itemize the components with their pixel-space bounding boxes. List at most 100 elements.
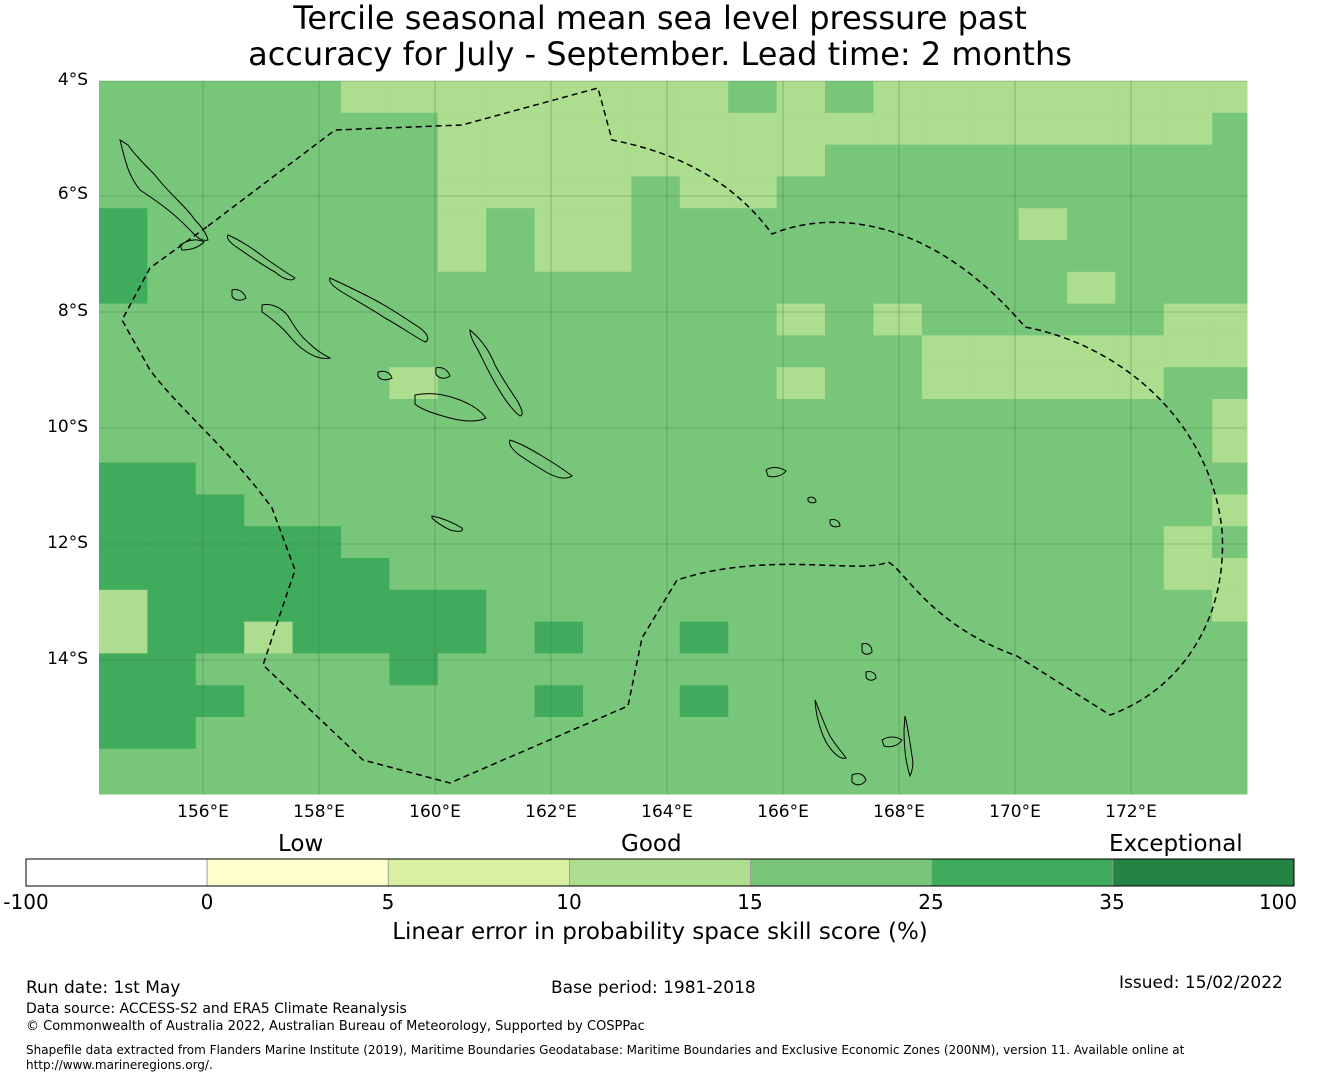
skill-cell [873,748,923,782]
skill-cell [873,558,923,591]
skill-cell [1163,653,1213,686]
skill-cell [244,430,294,464]
skill-cell [534,367,584,400]
skill-cell [147,81,197,114]
skill-cell [147,303,197,336]
skill-cell [921,208,971,241]
skill-cell [921,430,971,464]
colorbar-segment [569,858,751,887]
skill-cell [1163,462,1213,495]
skill-cell [1115,526,1165,559]
skill-cell [728,399,778,432]
skill-cell [147,526,197,559]
skill-cell [147,144,197,177]
lon-label-170e: 170°E [989,802,1041,822]
skill-cell [244,81,294,114]
skill-cell [583,526,632,559]
skill-cell [825,526,874,559]
skill-cell [873,208,923,241]
skill-cell [921,526,971,559]
skill-cell [244,462,294,495]
skill-cell [728,462,778,495]
skill-cell [99,685,148,718]
skill-cell [1018,653,1068,686]
skill-cell [1067,208,1116,241]
skill-cell [921,112,971,146]
skill-cell [1018,240,1068,273]
skill-cell [970,780,1020,795]
skill-cell [99,462,148,495]
skill-cell [292,208,342,241]
skill-cell [437,589,487,623]
skill-cell [776,335,826,368]
skill-cell [99,81,148,114]
skill-cell [1163,208,1213,241]
skill-cell [341,430,390,464]
skill-cell [437,462,487,495]
skill-cell [1163,271,1213,305]
skill-cell [679,526,729,559]
skill-cell [776,303,826,336]
colorbar-tick-25: 25 [918,890,944,914]
skill-cell [195,780,245,795]
island-new-georgia [261,304,332,359]
skill-cell [147,653,197,686]
skill-cell [244,367,294,400]
skill-cell [776,494,826,527]
skill-cell [1115,717,1165,750]
skill-cell [1115,399,1165,432]
colorbar-tick-10: 10 [556,890,582,914]
skill-cell [1018,526,1068,559]
skill-cell [921,335,971,368]
island-small-4 [861,643,873,655]
skill-cell [437,367,487,400]
skill-cell [776,240,826,273]
skill-cell [99,494,148,527]
skill-cell [1212,494,1248,527]
skill-cell [728,81,778,114]
island-choiseul [227,234,296,281]
skill-cell [728,240,778,273]
skill-cell [147,399,197,432]
skill-cell [583,462,632,495]
skill-cell [1067,685,1116,718]
skill-cell [728,303,778,336]
skill-cell [631,240,681,273]
skill-cell [921,780,971,795]
skill-cell [1212,717,1248,750]
island-malaita [469,328,523,417]
skill-cell [1067,367,1116,400]
skill-cell [1067,399,1116,432]
skill-cell [99,399,148,432]
skill-cell [341,335,390,368]
skill-cell [776,621,826,654]
skill-cell [1163,717,1213,750]
skill-cell [486,271,536,305]
skill-cell [631,717,681,750]
skill-cell [921,653,971,686]
lat-label-4s: 4°S [57,70,88,90]
skill-cell [825,112,874,146]
skill-cell [583,240,632,273]
skill-cell [99,748,148,782]
skill-cell [679,176,729,209]
skill-cell [292,653,342,686]
skill-cell [679,558,729,591]
skill-cell [147,685,197,718]
skill-cell [195,717,245,750]
colorbar-label: Linear error in probability space skill … [392,919,928,945]
skill-cell [244,685,294,718]
skill-cell [1018,685,1068,718]
skill-cell [147,494,197,527]
island-efate [851,773,867,786]
skill-cell [825,430,874,464]
skill-cell [1018,558,1068,591]
skill-cell [195,208,245,241]
skill-cell [244,112,294,146]
skill-cell [631,780,681,795]
skill-cell [437,271,487,305]
skill-cell [1115,494,1165,527]
skill-cell [728,367,778,400]
skill-cell [873,112,923,146]
skill-cell [921,367,971,400]
